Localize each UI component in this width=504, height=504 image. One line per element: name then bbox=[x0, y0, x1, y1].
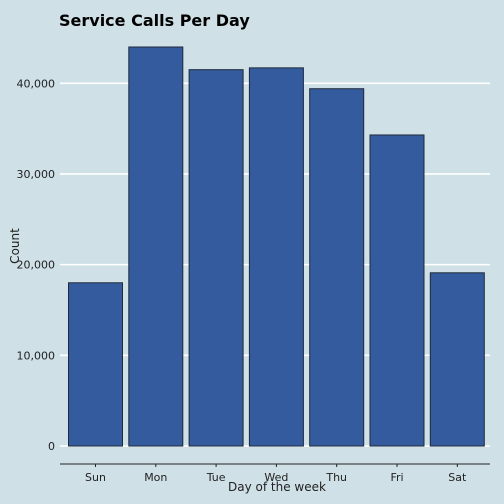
bar-fri bbox=[369, 134, 425, 447]
bar-tue bbox=[188, 69, 244, 447]
x-axis-title: Day of the week bbox=[228, 480, 326, 494]
x-tick-label: Thu bbox=[325, 471, 347, 484]
y-tick-label: 10,000 bbox=[17, 349, 56, 362]
chart-title: Service Calls Per Day bbox=[59, 11, 250, 30]
y-tick-label: 30,000 bbox=[17, 168, 56, 181]
x-tick-label: Wed bbox=[264, 471, 288, 484]
bar-mon bbox=[128, 46, 184, 447]
x-tick-label: Sat bbox=[448, 471, 467, 484]
x-axis-ticks: Sun Mon Tue Wed Thu Fri Sat bbox=[85, 464, 467, 484]
y-axis-title: Count bbox=[8, 228, 22, 264]
bar-wed bbox=[248, 67, 304, 447]
bar-sun bbox=[68, 282, 123, 447]
x-tick-label: Tue bbox=[206, 471, 226, 484]
y-tick-label: 20,000 bbox=[17, 259, 56, 272]
x-tick-label: Mon bbox=[144, 471, 167, 484]
y-tick-label: 0 bbox=[48, 440, 55, 453]
y-axis-ticks: 0 10,000 20,000 30,000 40,000 bbox=[17, 77, 56, 453]
x-tick-label: Sun bbox=[85, 471, 106, 484]
y-tick-label: 40,000 bbox=[17, 77, 56, 90]
bar-sat bbox=[429, 272, 485, 447]
x-tick-label: Fri bbox=[390, 471, 403, 484]
bars bbox=[68, 46, 485, 447]
bar-thu bbox=[309, 88, 365, 447]
